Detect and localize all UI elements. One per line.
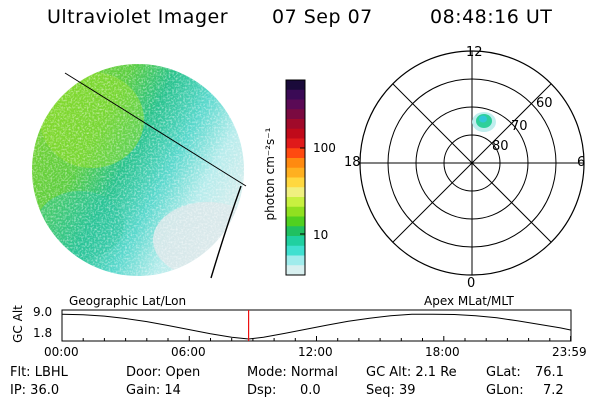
colorbar-swatch	[286, 158, 305, 169]
colorbar-swatch	[286, 148, 305, 159]
mlt-label-12: 12	[466, 45, 483, 60]
colorbar-swatch	[286, 167, 305, 178]
auroral-spot-core	[479, 115, 487, 123]
chart-title-left: Geographic Lat/Lon	[69, 294, 187, 308]
colorbar-swatch	[286, 197, 305, 208]
colorbar-swatch	[286, 187, 305, 198]
auroral-image	[32, 64, 247, 279]
x-axis-ticks	[61, 336, 572, 341]
mlat-label-80: 80	[492, 139, 509, 154]
colorbar-unit-label: photon cm⁻²s⁻¹	[263, 127, 277, 221]
colorbar-swatch	[286, 255, 305, 266]
chart-title-right: Apex MLat/MLT	[424, 294, 514, 308]
colorbar	[285, 79, 306, 276]
terminator-line	[64, 72, 247, 187]
mlat-label-60: 60	[536, 96, 553, 111]
glat-field-value: 76.1	[535, 365, 564, 380]
colorbar-tick-100: 100	[313, 141, 336, 155]
mode-field: Mode: Normal	[247, 365, 338, 380]
xtick-label-1200: 12:00	[298, 345, 333, 359]
polar-plot	[359, 50, 585, 276]
colorbar-swatch	[286, 236, 305, 247]
dsp-field-label: Dsp:	[247, 383, 277, 398]
glon-field-label: GLon:	[486, 383, 524, 398]
colorbar-swatch	[286, 109, 305, 120]
gain-field: Gain: 14	[126, 383, 181, 398]
glat-field-label: GLat:	[486, 365, 521, 380]
mlt-label-0: 0	[467, 276, 476, 291]
colorbar-swatch	[286, 80, 305, 91]
colorbar-swatch	[286, 138, 305, 149]
xtick-label-2359: 23:59	[552, 345, 587, 359]
date-label: 07 Sep 07	[272, 6, 373, 28]
ytick-top: 9.0	[33, 305, 53, 319]
colorbar-swatch	[286, 89, 305, 100]
filter-field: Flt: LBHL	[10, 365, 68, 380]
colorbar-tick-10: 10	[313, 228, 329, 242]
seq-field: Seq: 39	[366, 383, 416, 398]
limb-arc	[210, 185, 242, 279]
polar-diagonal-2	[392, 83, 552, 243]
mlt-label-6: 6	[577, 155, 586, 170]
colorbar-frame	[285, 79, 306, 276]
colorbar-swatch	[286, 206, 305, 217]
colorbar-swatch	[286, 216, 305, 227]
colorbar-swatch	[286, 226, 305, 237]
mlat-label-70: 70	[511, 119, 528, 134]
xtick-label-0000: 00:00	[44, 345, 79, 359]
altitude-chart	[61, 309, 572, 342]
colorbar-swatch	[286, 177, 305, 188]
instrument-title: Ultraviolet Imager	[47, 6, 229, 28]
time-label: 08:48:16 UT	[430, 6, 553, 28]
colorbar-swatch	[286, 99, 305, 110]
dsp-field-value: 0.0	[300, 383, 321, 398]
colorbar-swatch	[286, 119, 305, 130]
ytick-bottom: 1.8	[33, 326, 53, 340]
ip-field: IP: 36.0	[10, 383, 60, 398]
image-texture	[32, 64, 244, 276]
chart-ylabel: GC Alt	[11, 305, 25, 343]
xtick-label-1800: 18:00	[425, 345, 460, 359]
colorbar-swatch	[286, 265, 305, 276]
colorbar-swatch	[286, 128, 305, 139]
altitude-series-line	[61, 313, 571, 340]
glon-field-value: 7.2	[543, 383, 564, 398]
xtick-label-0600: 06:00	[171, 345, 206, 359]
gc-alt-field: GC Alt: 2.1 Re	[366, 365, 457, 380]
colorbar-swatch	[286, 245, 305, 256]
door-field: Door: Open	[126, 365, 201, 380]
mlt-label-18: 18	[344, 155, 361, 170]
